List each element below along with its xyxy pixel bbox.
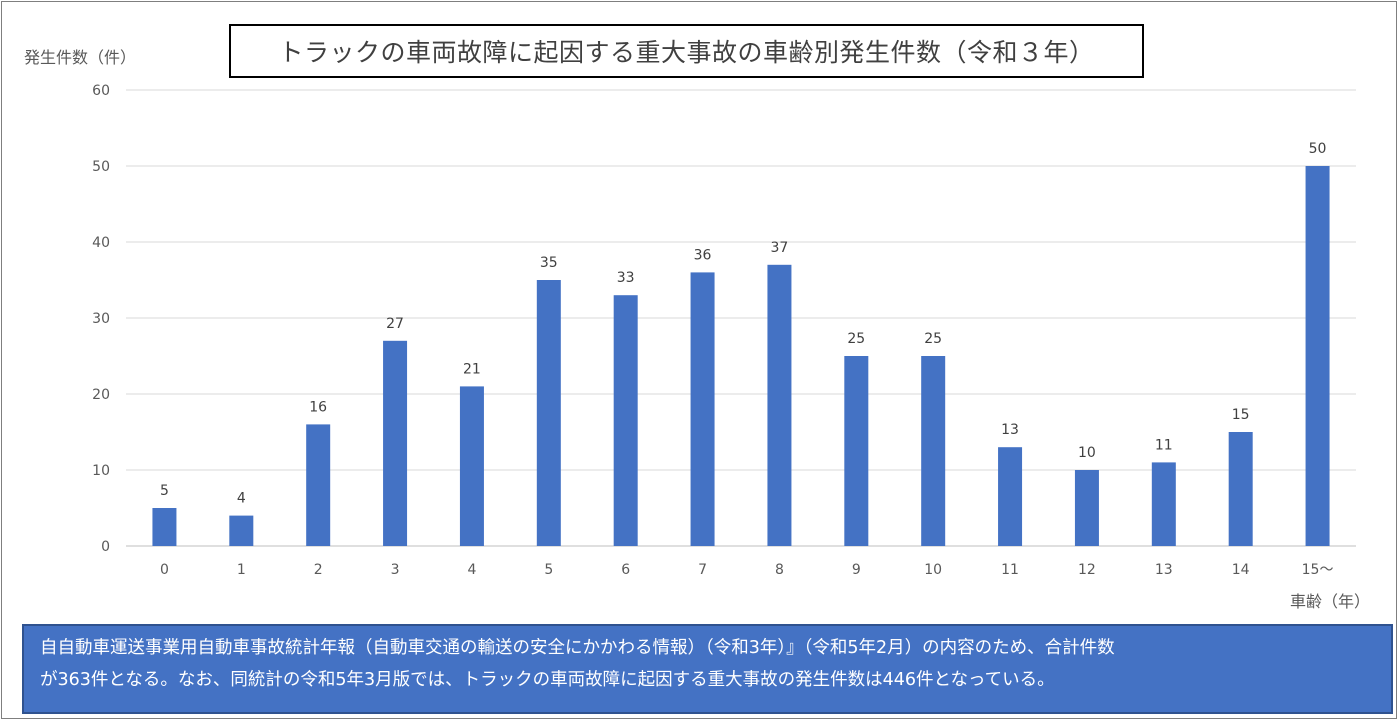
x-axis-label: 車齢（年） <box>1289 592 1370 611</box>
bar <box>306 424 331 546</box>
x-tick-label: 8 <box>775 562 784 578</box>
bar <box>459 386 484 546</box>
bar <box>767 264 792 546</box>
data-label: 13 <box>1001 422 1019 438</box>
bar <box>1305 166 1330 546</box>
x-tick-label: 13 <box>1155 562 1173 578</box>
x-tick-label: 7 <box>698 562 707 578</box>
x-tick-label: 11 <box>1001 562 1019 578</box>
y-tick-label: 10 <box>92 463 110 479</box>
footnote-box: 自自動車運送事業用自動車事故統計年報（自動車交通の輸送の安全にかかわる情報）（令… <box>22 624 1393 714</box>
x-tick-label: 9 <box>852 562 861 578</box>
data-label: 50 <box>1309 141 1327 157</box>
data-label: 10 <box>1078 445 1096 461</box>
bar <box>152 508 177 546</box>
bar <box>921 356 946 546</box>
bar <box>690 272 715 546</box>
data-label: 15 <box>1232 407 1250 423</box>
bar <box>613 295 638 546</box>
x-tick-label: 12 <box>1078 562 1096 578</box>
bar <box>383 340 408 546</box>
data-label: 21 <box>463 361 481 377</box>
bar <box>536 280 561 546</box>
y-tick-label: 40 <box>92 235 110 251</box>
data-label: 27 <box>386 316 404 332</box>
chart-title: トラックの車両故障に起因する重大事故の車齢別発生件数（令和３年） <box>229 24 1144 78</box>
y-tick-label: 0 <box>101 539 110 555</box>
data-label: 33 <box>617 270 635 286</box>
bar <box>1228 432 1253 546</box>
footnote-line-1: 自自動車運送事業用自動車事故統計年報（自動車交通の輸送の安全にかかわる情報）（令… <box>40 638 1115 658</box>
x-tick-label: 6 <box>621 562 630 578</box>
x-tick-label: 4 <box>467 562 476 578</box>
y-tick-label: 50 <box>92 159 110 175</box>
x-tick-label: 10 <box>924 562 942 578</box>
x-tick-label: 15～ <box>1302 562 1334 578</box>
bar <box>1151 462 1176 546</box>
y-tick-label: 60 <box>92 83 110 99</box>
data-label: 11 <box>1155 437 1173 453</box>
x-tick-label: 0 <box>160 562 169 578</box>
data-label: 16 <box>309 399 327 415</box>
x-tick-label: 1 <box>237 562 246 578</box>
x-tick-label: 2 <box>314 562 323 578</box>
x-tick-label: 14 <box>1232 562 1250 578</box>
bar <box>998 447 1023 546</box>
x-tick-label: 3 <box>391 562 400 578</box>
bar <box>844 356 869 546</box>
data-label: 4 <box>237 491 246 507</box>
y-tick-label: 30 <box>92 311 110 327</box>
data-label: 25 <box>924 331 942 347</box>
data-label: 35 <box>540 255 558 271</box>
y-tick-label: 20 <box>92 387 110 403</box>
data-label: 36 <box>694 247 712 263</box>
x-tick-label: 5 <box>544 562 553 578</box>
data-label: 37 <box>771 240 789 256</box>
bar <box>229 515 254 546</box>
footnote-line-2: が363件となる。なお、同統計の令和5年3月版では、トラックの車両故障に起因する… <box>40 670 1055 690</box>
data-label: 25 <box>847 331 865 347</box>
y-axis-label: 発生件数（件） <box>24 48 137 67</box>
bar <box>1074 470 1099 546</box>
data-label: 5 <box>160 483 169 499</box>
